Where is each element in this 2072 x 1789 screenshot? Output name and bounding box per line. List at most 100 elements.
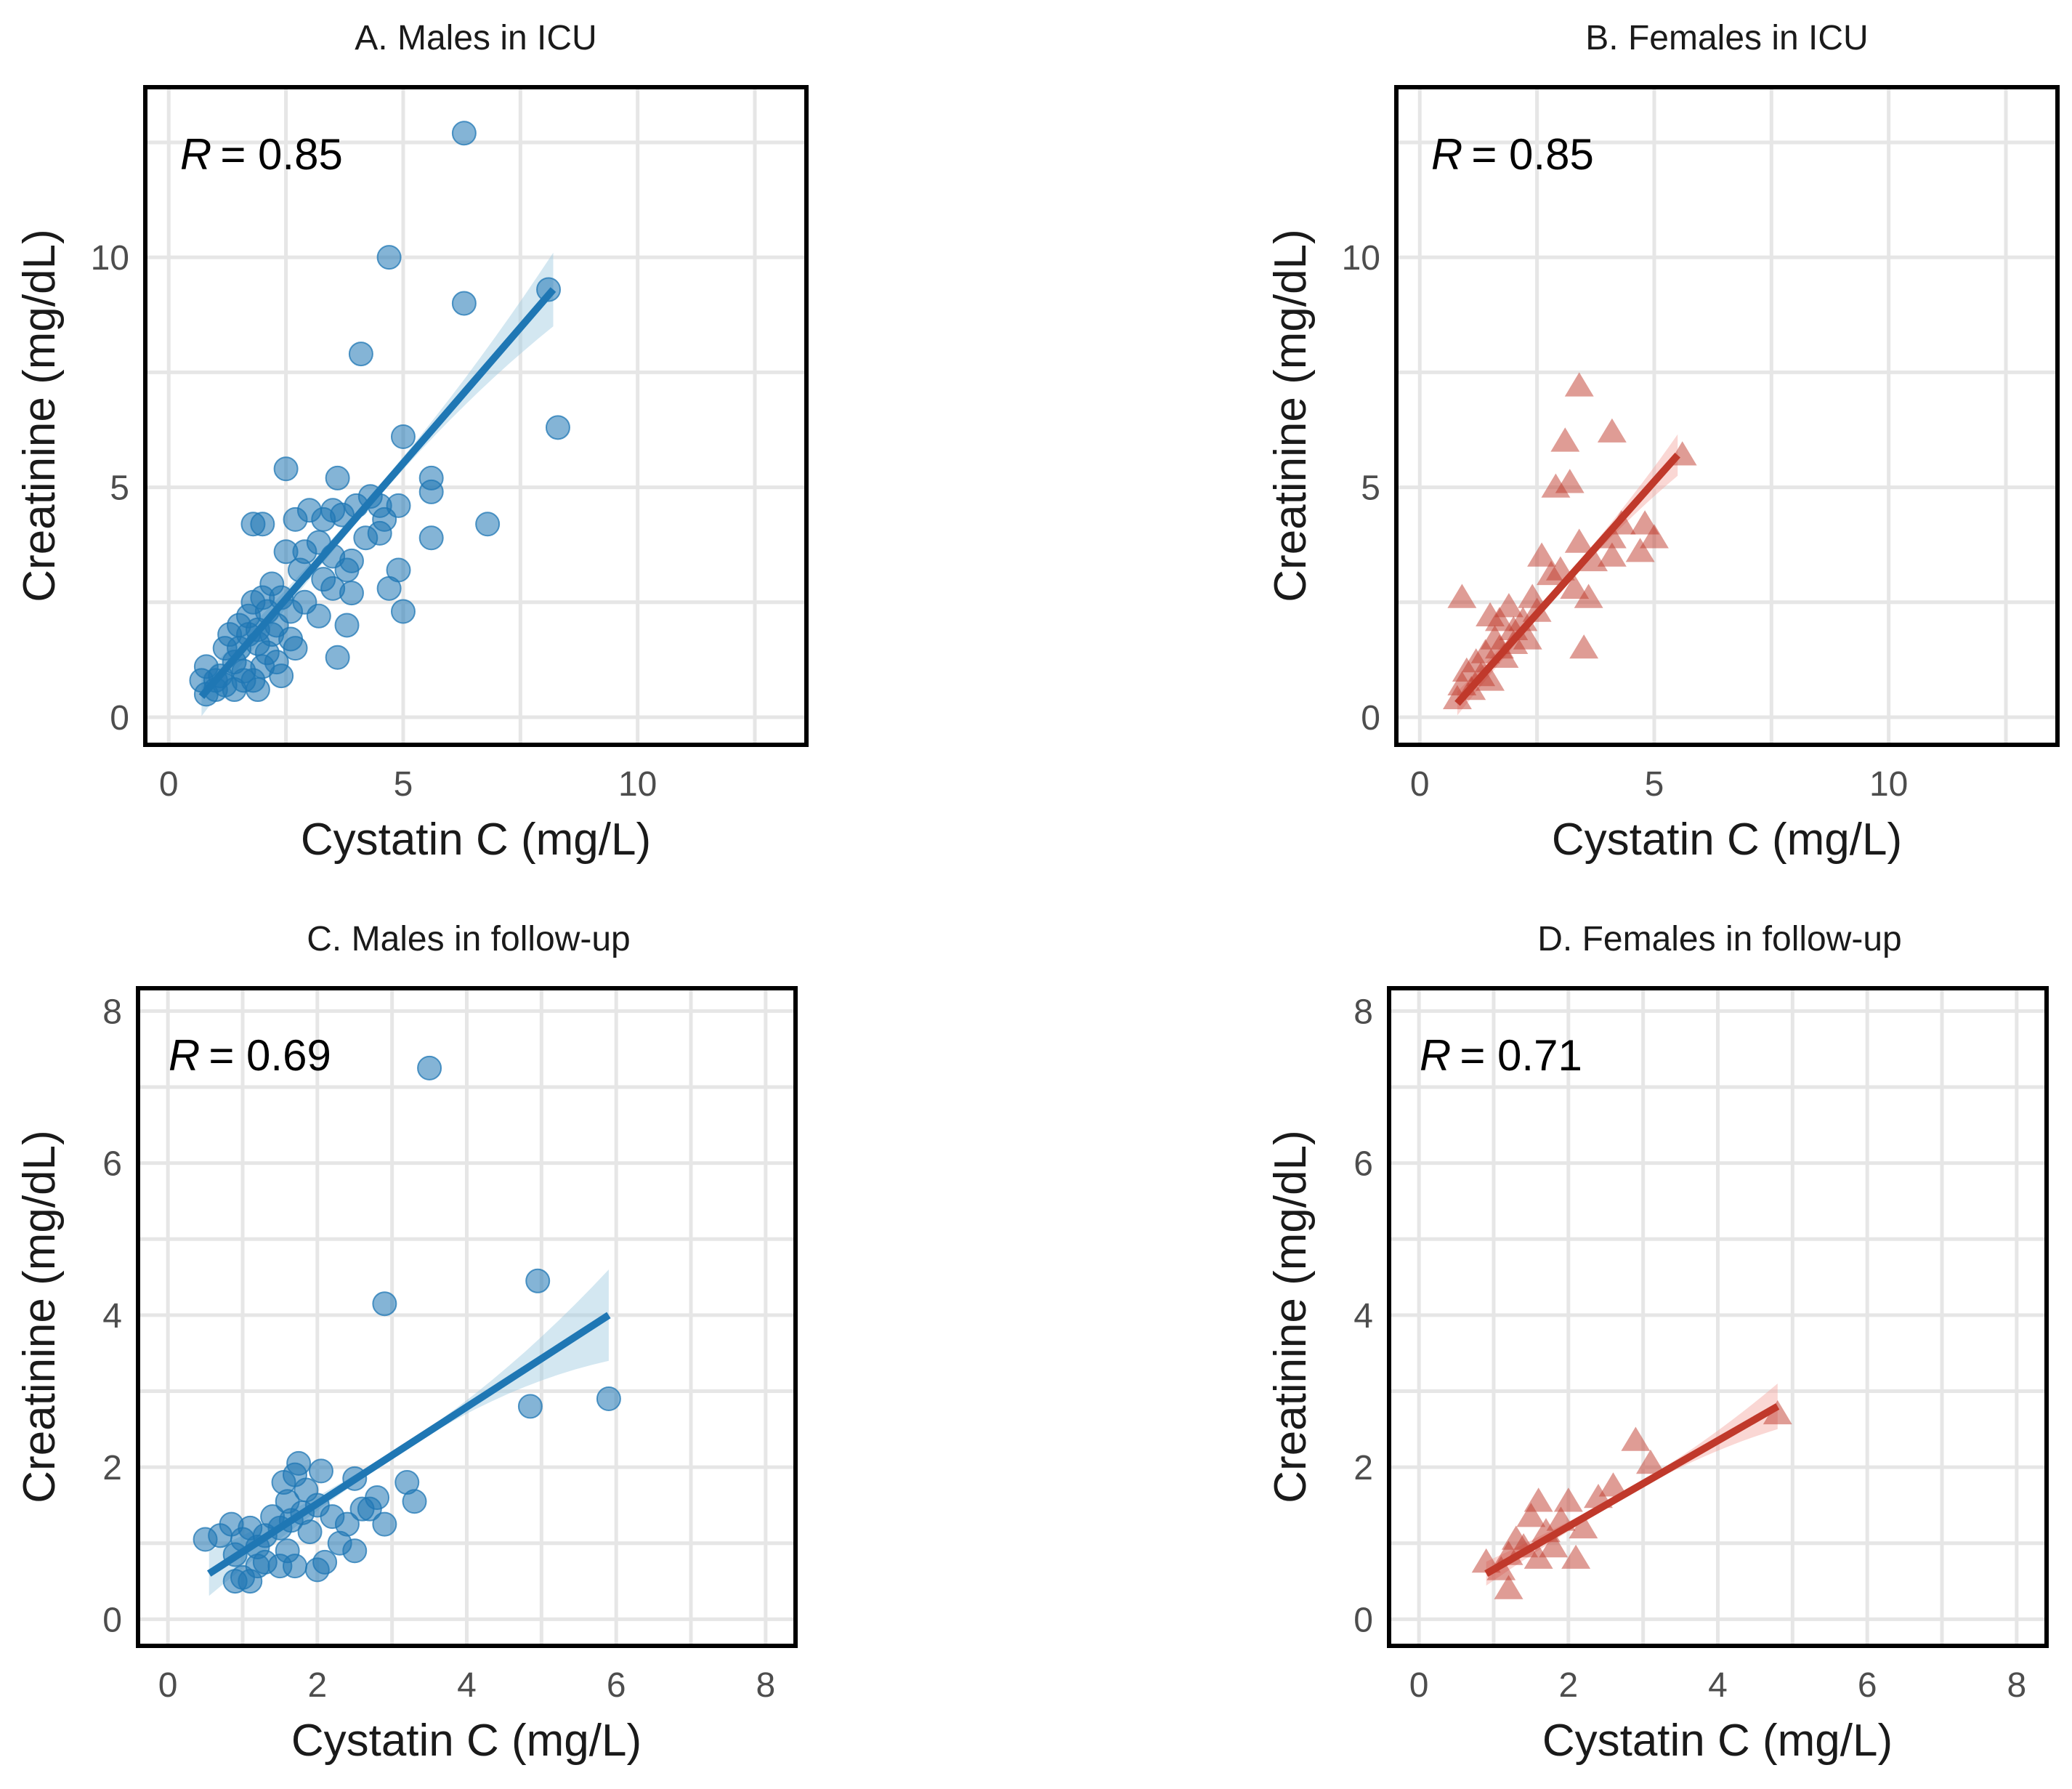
data-point [283, 636, 308, 661]
x-tick-label: 6 [1858, 1666, 1877, 1705]
data-point [1539, 1533, 1569, 1558]
x-tick-label: 10 [618, 765, 657, 804]
data-point [451, 121, 477, 146]
panel-c-r-value: = 0.69 [209, 1031, 331, 1080]
data-point [1553, 1487, 1583, 1512]
data-point [320, 1504, 345, 1530]
x-tick-label: 0 [1409, 1666, 1429, 1705]
data-point [1640, 524, 1669, 549]
data-point [417, 1055, 442, 1081]
panel-d-frame [1387, 986, 2049, 1648]
panel-d-x-axis-title: Cystatin C (mg/L) [1542, 1716, 1893, 1766]
data-point [1516, 1503, 1546, 1527]
data-point [306, 603, 331, 629]
panel-c-fit-line [206, 1312, 611, 1577]
x-tick-label: 8 [2007, 1666, 2027, 1705]
panel-b: B. Females in ICU 0 5 10 0 5 10 R = 0.85 Cyst… [1266, 19, 2060, 865]
data-point [308, 1458, 333, 1484]
data-point [1561, 1544, 1591, 1569]
panel-d-y-ticks: 0 2 4 6 8 [1353, 993, 1373, 1639]
data-point [222, 1569, 248, 1594]
x-tick-label: 2 [1558, 1666, 1578, 1705]
data-point [193, 1527, 218, 1552]
data-point [325, 645, 350, 670]
panel-d-fit-line [1484, 1403, 1780, 1577]
y-tick-label: 5 [1361, 469, 1380, 508]
panel-c-r-symbol: R [169, 1031, 200, 1080]
data-point [418, 479, 444, 504]
panel-a-y-axis-title: Creatinine (mg/dL) [15, 229, 65, 602]
x-tick-label: 4 [457, 1666, 477, 1705]
y-tick-label: 6 [102, 1145, 122, 1184]
x-tick-label: 0 [158, 1666, 178, 1705]
data-point [1625, 538, 1655, 562]
x-tick-label: 6 [607, 1666, 626, 1705]
data-point [1763, 1400, 1792, 1425]
regression-line [1454, 452, 1680, 706]
data-point [525, 1268, 551, 1293]
panel-d-y-axis-title: Creatinine (mg/dL) [1266, 1130, 1316, 1503]
panel-d: D. Females in follow-up 0 2 4 6 8 0 2 4 6 8 R = 0… [1266, 920, 2049, 1766]
panel-a-points [189, 121, 570, 707]
panel-d-x-ticks: 0 2 4 6 8 [1409, 1666, 2026, 1705]
panel-d-r-annotation: R = 0.71 [1420, 1031, 1582, 1080]
x-tick-label: 5 [394, 765, 413, 804]
y-tick-label: 5 [110, 469, 129, 508]
data-point [517, 1394, 543, 1419]
panel-b-grid [1396, 87, 2057, 745]
panel-c-grid [138, 988, 796, 1646]
panel-a-x-ticks: 0 5 10 [159, 765, 657, 804]
data-point [418, 525, 444, 551]
data-point [1537, 560, 1566, 586]
data-point [1564, 372, 1594, 397]
data-point [250, 512, 275, 537]
data-point [1598, 1472, 1628, 1497]
panel-c-y-axis-title: Creatinine (mg/dL) [15, 1130, 65, 1503]
panel-b-x-axis-title: Cystatin C (mg/L) [1552, 815, 1902, 865]
data-point [348, 342, 373, 367]
data-point [1494, 1575, 1523, 1599]
data-point [372, 1511, 397, 1537]
data-point [273, 539, 299, 565]
data-point [376, 576, 402, 601]
panel-c-x-ticks: 0 2 4 6 8 [158, 1666, 775, 1705]
panel-a-r-annotation: R = 0.85 [180, 130, 343, 179]
y-tick-label: 0 [1361, 699, 1380, 738]
panel-c: C. Males in follow-up 0 2 4 6 8 0 2 4 6 8 R = 0.6… [15, 920, 798, 1766]
panel-c-x-axis-title: Cystatin C (mg/L) [291, 1716, 642, 1766]
y-tick-label: 0 [110, 699, 129, 738]
data-point [367, 520, 392, 546]
y-tick-label: 0 [102, 1601, 122, 1639]
data-point [376, 245, 402, 270]
data-point [219, 1511, 244, 1537]
data-point [259, 622, 285, 647]
data-point [394, 1470, 420, 1495]
y-tick-label: 4 [1353, 1297, 1373, 1336]
data-point [390, 424, 416, 449]
regression-line [206, 1312, 611, 1577]
panel-c-r-annotation: R = 0.69 [169, 1031, 331, 1080]
panel-b-r-value: = 0.85 [1471, 130, 1594, 179]
y-tick-label: 6 [1353, 1145, 1373, 1184]
data-point [545, 415, 570, 440]
panel-a: A. Males in ICU 0 5 10 0 5 10 R = 0.85 Cystat… [15, 19, 809, 865]
data-point [1560, 574, 1590, 599]
data-point [327, 1530, 352, 1556]
data-point [273, 456, 299, 482]
panel-a-title: A. Males in ICU [355, 19, 596, 57]
y-tick-label: 2 [102, 1449, 122, 1487]
data-point [1527, 542, 1556, 567]
x-tick-label: 8 [756, 1666, 776, 1705]
x-tick-label: 0 [159, 765, 179, 804]
data-point [386, 493, 411, 518]
panel-b-frame [1394, 85, 2060, 747]
data-point [1476, 602, 1505, 626]
data-point [245, 677, 270, 703]
y-tick-label: 8 [102, 993, 122, 1031]
data-point [1569, 634, 1599, 659]
panel-d-r-value: = 0.71 [1460, 1031, 1582, 1080]
panel-c-title: C. Males in follow-up [307, 920, 631, 958]
panel-b-y-axis-title: Creatinine (mg/dL) [1266, 229, 1316, 602]
panel-d-points [1471, 1400, 1792, 1599]
x-tick-label: 2 [307, 1666, 327, 1705]
